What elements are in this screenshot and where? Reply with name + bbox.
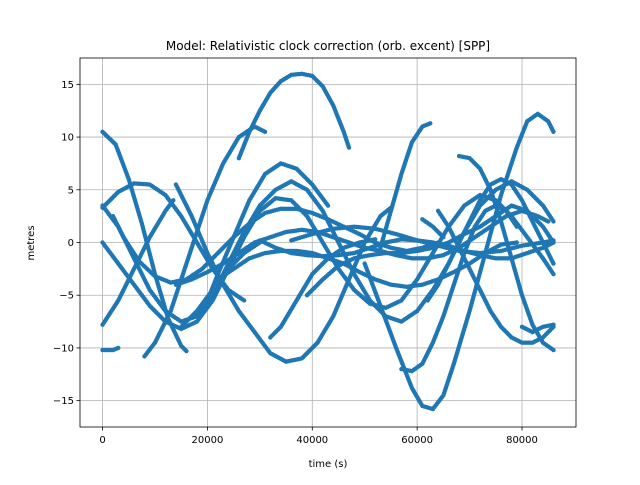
data-point bbox=[551, 240, 556, 245]
series-2 bbox=[378, 121, 433, 250]
y-tick-label: −5 bbox=[59, 291, 74, 302]
data-point bbox=[441, 235, 446, 240]
series-0 bbox=[100, 129, 189, 354]
data-point bbox=[551, 219, 556, 224]
data-point bbox=[346, 145, 352, 150]
x-tick-label: 80000 bbox=[506, 435, 538, 446]
y-axis-label: metres bbox=[26, 225, 37, 260]
data-point bbox=[241, 298, 247, 303]
y-tick-label: 10 bbox=[61, 133, 74, 144]
series-18 bbox=[268, 237, 378, 340]
x-tick-label: 20000 bbox=[192, 435, 224, 446]
series-17 bbox=[289, 224, 556, 256]
series-21 bbox=[425, 177, 556, 303]
x-tick-label: 40000 bbox=[296, 435, 328, 446]
x-tick-label: 60000 bbox=[401, 435, 433, 446]
x-tick-label: 0 bbox=[99, 435, 105, 446]
series-23 bbox=[435, 208, 556, 345]
data-point bbox=[546, 219, 551, 224]
data-point bbox=[428, 121, 433, 126]
y-tick-label: −15 bbox=[53, 396, 74, 407]
data-point bbox=[262, 129, 268, 134]
data-point bbox=[388, 205, 394, 210]
y-tick-label: 15 bbox=[61, 80, 74, 91]
series-1 bbox=[236, 71, 352, 161]
y-tick-label: 0 bbox=[68, 238, 74, 249]
chart-title: Model: Relativistic clock correction (or… bbox=[166, 39, 490, 53]
data-point bbox=[325, 203, 331, 208]
series-4 bbox=[100, 345, 121, 353]
series-10 bbox=[173, 182, 394, 364]
y-tick-label: −10 bbox=[53, 343, 74, 354]
data-point bbox=[171, 198, 176, 203]
data-point bbox=[551, 322, 556, 327]
data-point bbox=[551, 271, 556, 277]
series-22 bbox=[420, 217, 446, 240]
ticks-layer: 0 20000 40000 60000 80000 −15 −10 −5 0 5 10 15 bbox=[53, 80, 538, 446]
data-point bbox=[116, 345, 121, 351]
data-point bbox=[551, 261, 556, 266]
data-point bbox=[184, 348, 189, 354]
x-axis-label: time (s) bbox=[309, 459, 348, 470]
data-point bbox=[372, 237, 378, 242]
data-point bbox=[514, 224, 519, 229]
y-tick-label: 5 bbox=[68, 185, 74, 196]
points-layer bbox=[100, 71, 556, 412]
data-point bbox=[551, 129, 556, 134]
series-9 bbox=[100, 198, 176, 327]
data-point bbox=[551, 347, 556, 353]
data-point bbox=[514, 240, 519, 245]
series-25 bbox=[519, 322, 556, 335]
